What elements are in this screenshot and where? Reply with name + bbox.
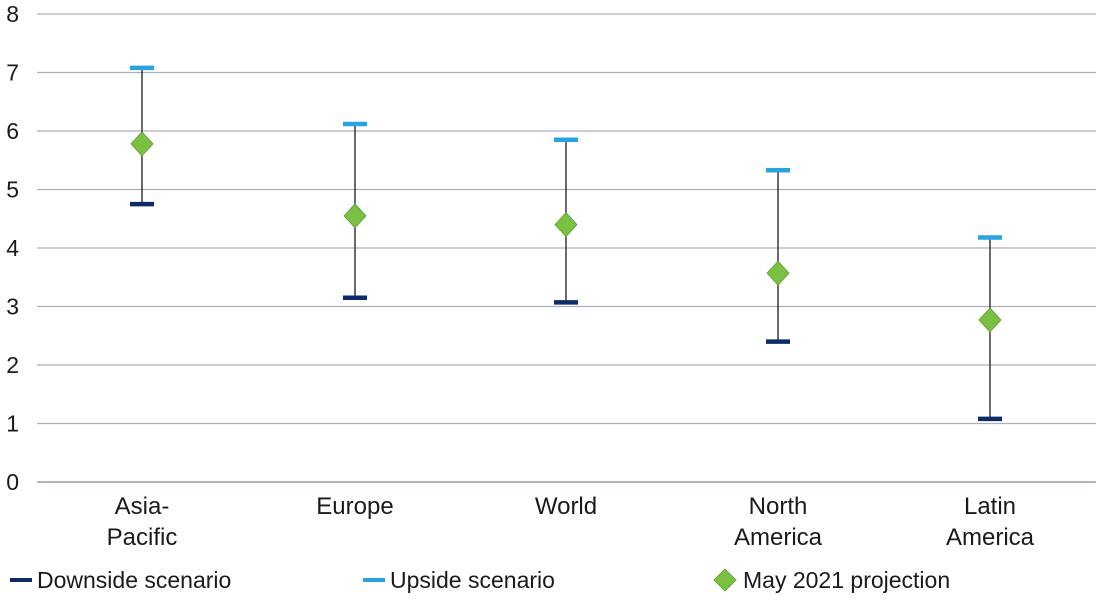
y-tick-label: 4 bbox=[6, 235, 19, 261]
y-tick-label: 6 bbox=[6, 118, 19, 144]
projection-marker bbox=[130, 131, 154, 157]
x-category-label: America bbox=[946, 524, 1035, 551]
y-tick-label: 8 bbox=[6, 1, 19, 27]
x-category-label: Europe bbox=[316, 493, 393, 520]
legend-label: Upside scenario bbox=[390, 567, 555, 593]
x-category-label: World bbox=[535, 493, 597, 520]
y-tick-label: 5 bbox=[6, 177, 19, 203]
legend-label: Downside scenario bbox=[37, 567, 231, 593]
projection-marker bbox=[766, 260, 790, 286]
projection-marker bbox=[343, 203, 367, 229]
x-category-label: Latin bbox=[964, 493, 1016, 520]
x-category-label: America bbox=[734, 524, 823, 551]
projection-marker bbox=[554, 212, 578, 238]
x-category-label: North bbox=[749, 493, 808, 520]
legend-swatch bbox=[713, 568, 737, 592]
y-tick-label: 2 bbox=[6, 352, 19, 378]
y-tick-label: 3 bbox=[6, 294, 19, 320]
projection-marker bbox=[978, 307, 1002, 333]
y-tick-label: 1 bbox=[6, 411, 19, 437]
y-tick-label: 7 bbox=[6, 60, 19, 86]
x-category-label: Pacific bbox=[107, 524, 178, 551]
x-category-label: Asia- bbox=[115, 493, 170, 520]
legend-label: May 2021 projection bbox=[743, 567, 950, 593]
y-tick-label: 0 bbox=[6, 469, 19, 495]
